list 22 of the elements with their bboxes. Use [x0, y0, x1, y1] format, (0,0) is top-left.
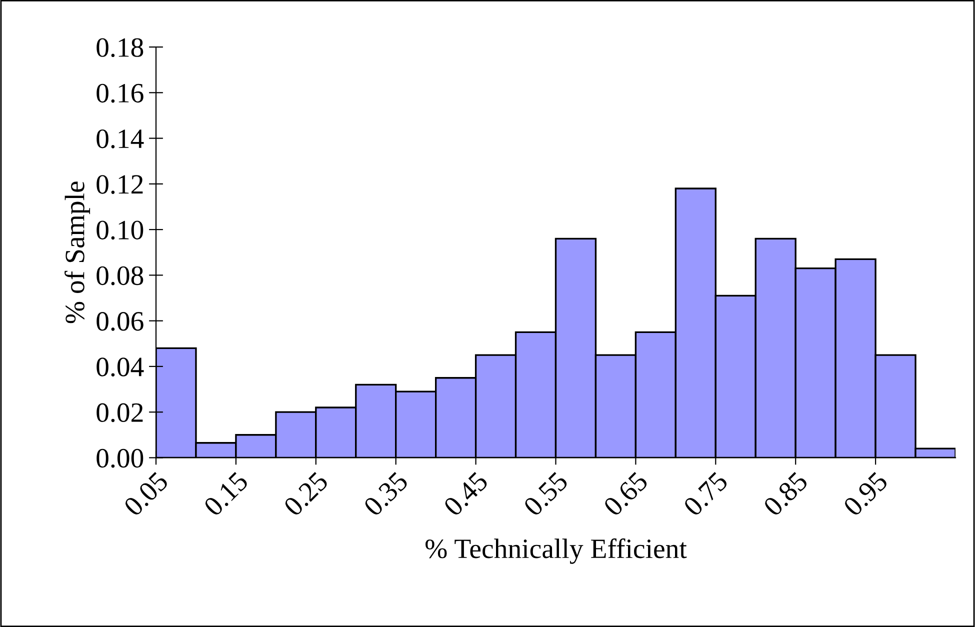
- y-tick-label: 0.08: [96, 266, 144, 286]
- x-tick-label: 0.95: [842, 470, 889, 518]
- y-tick-label: 0.16: [96, 84, 144, 103]
- y-tick-label: 0.10: [96, 220, 144, 240]
- x-tick-label: 0.55: [522, 470, 569, 518]
- x-tick-label: 0.45: [442, 470, 489, 518]
- x-tick-label: 0.05: [122, 470, 170, 518]
- y-tick-label: 0.18: [96, 38, 144, 58]
- x-tick-label: 0.75: [682, 470, 729, 518]
- x-tick-label: 0.15: [202, 470, 250, 518]
- y-axis-title: % of Sample: [64, 182, 90, 324]
- x-tick-label: 0.25: [282, 470, 330, 518]
- y-tick-label: 0.12: [96, 175, 143, 194]
- y-tick-label: 0.02: [96, 403, 143, 422]
- x-tick-label: 0.85: [762, 470, 809, 518]
- y-tick-label: 0.04: [96, 358, 144, 376]
- y-tick-label: 0.14: [96, 129, 144, 148]
- x-tick-label: 0.35: [362, 470, 409, 518]
- x-tick-label: 0.65: [602, 470, 649, 518]
- y-tick-label: 0.06: [96, 312, 144, 331]
- y-tick-label: 0.00: [96, 448, 144, 468]
- x-axis-title: % Technically Efficient: [426, 538, 687, 564]
